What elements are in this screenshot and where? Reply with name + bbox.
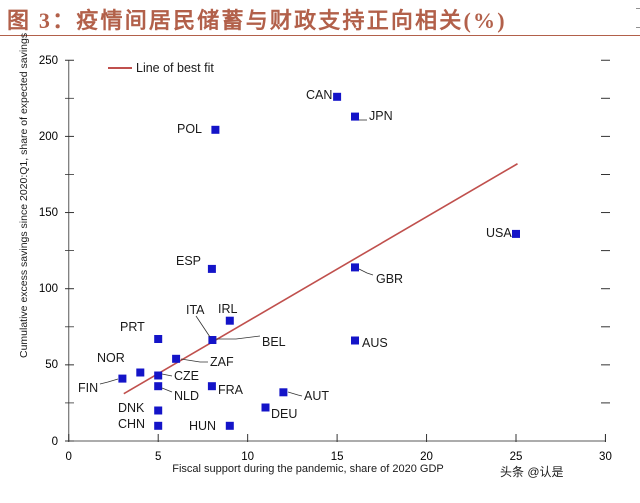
svg-text:IRL: IRL bbox=[218, 302, 238, 316]
svg-text:BEL: BEL bbox=[262, 335, 286, 349]
svg-text:POL: POL bbox=[177, 122, 202, 136]
svg-text:USA: USA bbox=[486, 226, 512, 240]
svg-text:CAN: CAN bbox=[306, 88, 332, 102]
svg-text:FRA: FRA bbox=[218, 383, 244, 397]
svg-text:Line of best fit: Line of best fit bbox=[136, 61, 214, 75]
svg-text:5: 5 bbox=[155, 451, 161, 463]
svg-text:DEU: DEU bbox=[271, 407, 297, 421]
svg-text:CHN: CHN bbox=[118, 417, 145, 431]
svg-text:30: 30 bbox=[599, 451, 612, 463]
svg-text:25: 25 bbox=[510, 451, 523, 463]
svg-text:CZE: CZE bbox=[174, 369, 199, 383]
svg-text:JPN: JPN bbox=[369, 109, 393, 123]
svg-text:0: 0 bbox=[52, 436, 58, 448]
svg-text:0: 0 bbox=[66, 451, 72, 463]
svg-text:AUT: AUT bbox=[304, 389, 329, 403]
svg-text:NOR: NOR bbox=[97, 351, 125, 365]
svg-text:GBR: GBR bbox=[376, 272, 403, 286]
svg-text:NLD: NLD bbox=[174, 389, 199, 403]
svg-text:50: 50 bbox=[45, 359, 58, 371]
svg-text:AUS: AUS bbox=[362, 336, 388, 350]
svg-text:HUN: HUN bbox=[189, 419, 216, 433]
svg-text:100: 100 bbox=[39, 283, 58, 295]
svg-text:ZAF: ZAF bbox=[210, 355, 234, 369]
svg-text:ITA: ITA bbox=[186, 303, 205, 317]
svg-text:PRT: PRT bbox=[120, 320, 145, 334]
svg-text:20: 20 bbox=[420, 451, 433, 463]
svg-text:200: 200 bbox=[39, 131, 58, 143]
svg-text:150: 150 bbox=[39, 207, 58, 219]
svg-text:15: 15 bbox=[331, 451, 344, 463]
svg-text:FIN: FIN bbox=[78, 381, 98, 395]
svg-text:ESP: ESP bbox=[176, 254, 201, 268]
svg-text:250: 250 bbox=[39, 55, 58, 67]
svg-text:10: 10 bbox=[241, 451, 254, 463]
svg-text:DNK: DNK bbox=[118, 401, 145, 415]
